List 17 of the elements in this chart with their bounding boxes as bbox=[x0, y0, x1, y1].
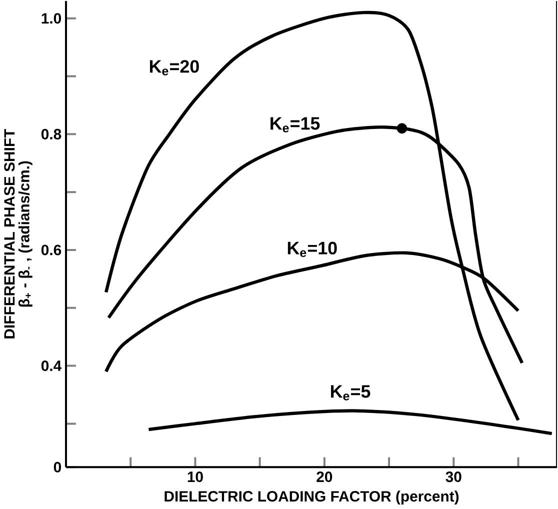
series-label: K$_{e}$=5 bbox=[331, 385, 370, 401]
line-series bbox=[147, 409, 554, 436]
y-tick-label: 1.0 bbox=[42, 13, 61, 24]
x-tick-label: 30 bbox=[446, 472, 462, 482]
y-tick-label: 0.6 bbox=[41, 244, 62, 256]
y-axis-title: DIFFERENTIAL PHASE SHIFT bbox=[4, 129, 15, 338]
x-axis-title: DIELECTRIC LOADING FACTOR (percent) bbox=[164, 490, 459, 505]
line-series bbox=[104, 11, 520, 422]
text: β$_{+}$ - β$_{-}$ , (radians/cm.) bbox=[18, 161, 32, 307]
series-label: K$_{e}$=15 bbox=[270, 117, 320, 133]
x-tick-label: 20 bbox=[316, 472, 332, 482]
series-label: K$_{e}$=10 bbox=[288, 242, 337, 258]
x-tick-label: 10 bbox=[188, 472, 203, 482]
y-tick-label: 0.8 bbox=[41, 129, 62, 140]
y-tick-label: 0 bbox=[54, 462, 61, 473]
y-tick-label: 0.4 bbox=[41, 360, 62, 372]
series-label: K$_{e}$=20 bbox=[150, 60, 199, 76]
